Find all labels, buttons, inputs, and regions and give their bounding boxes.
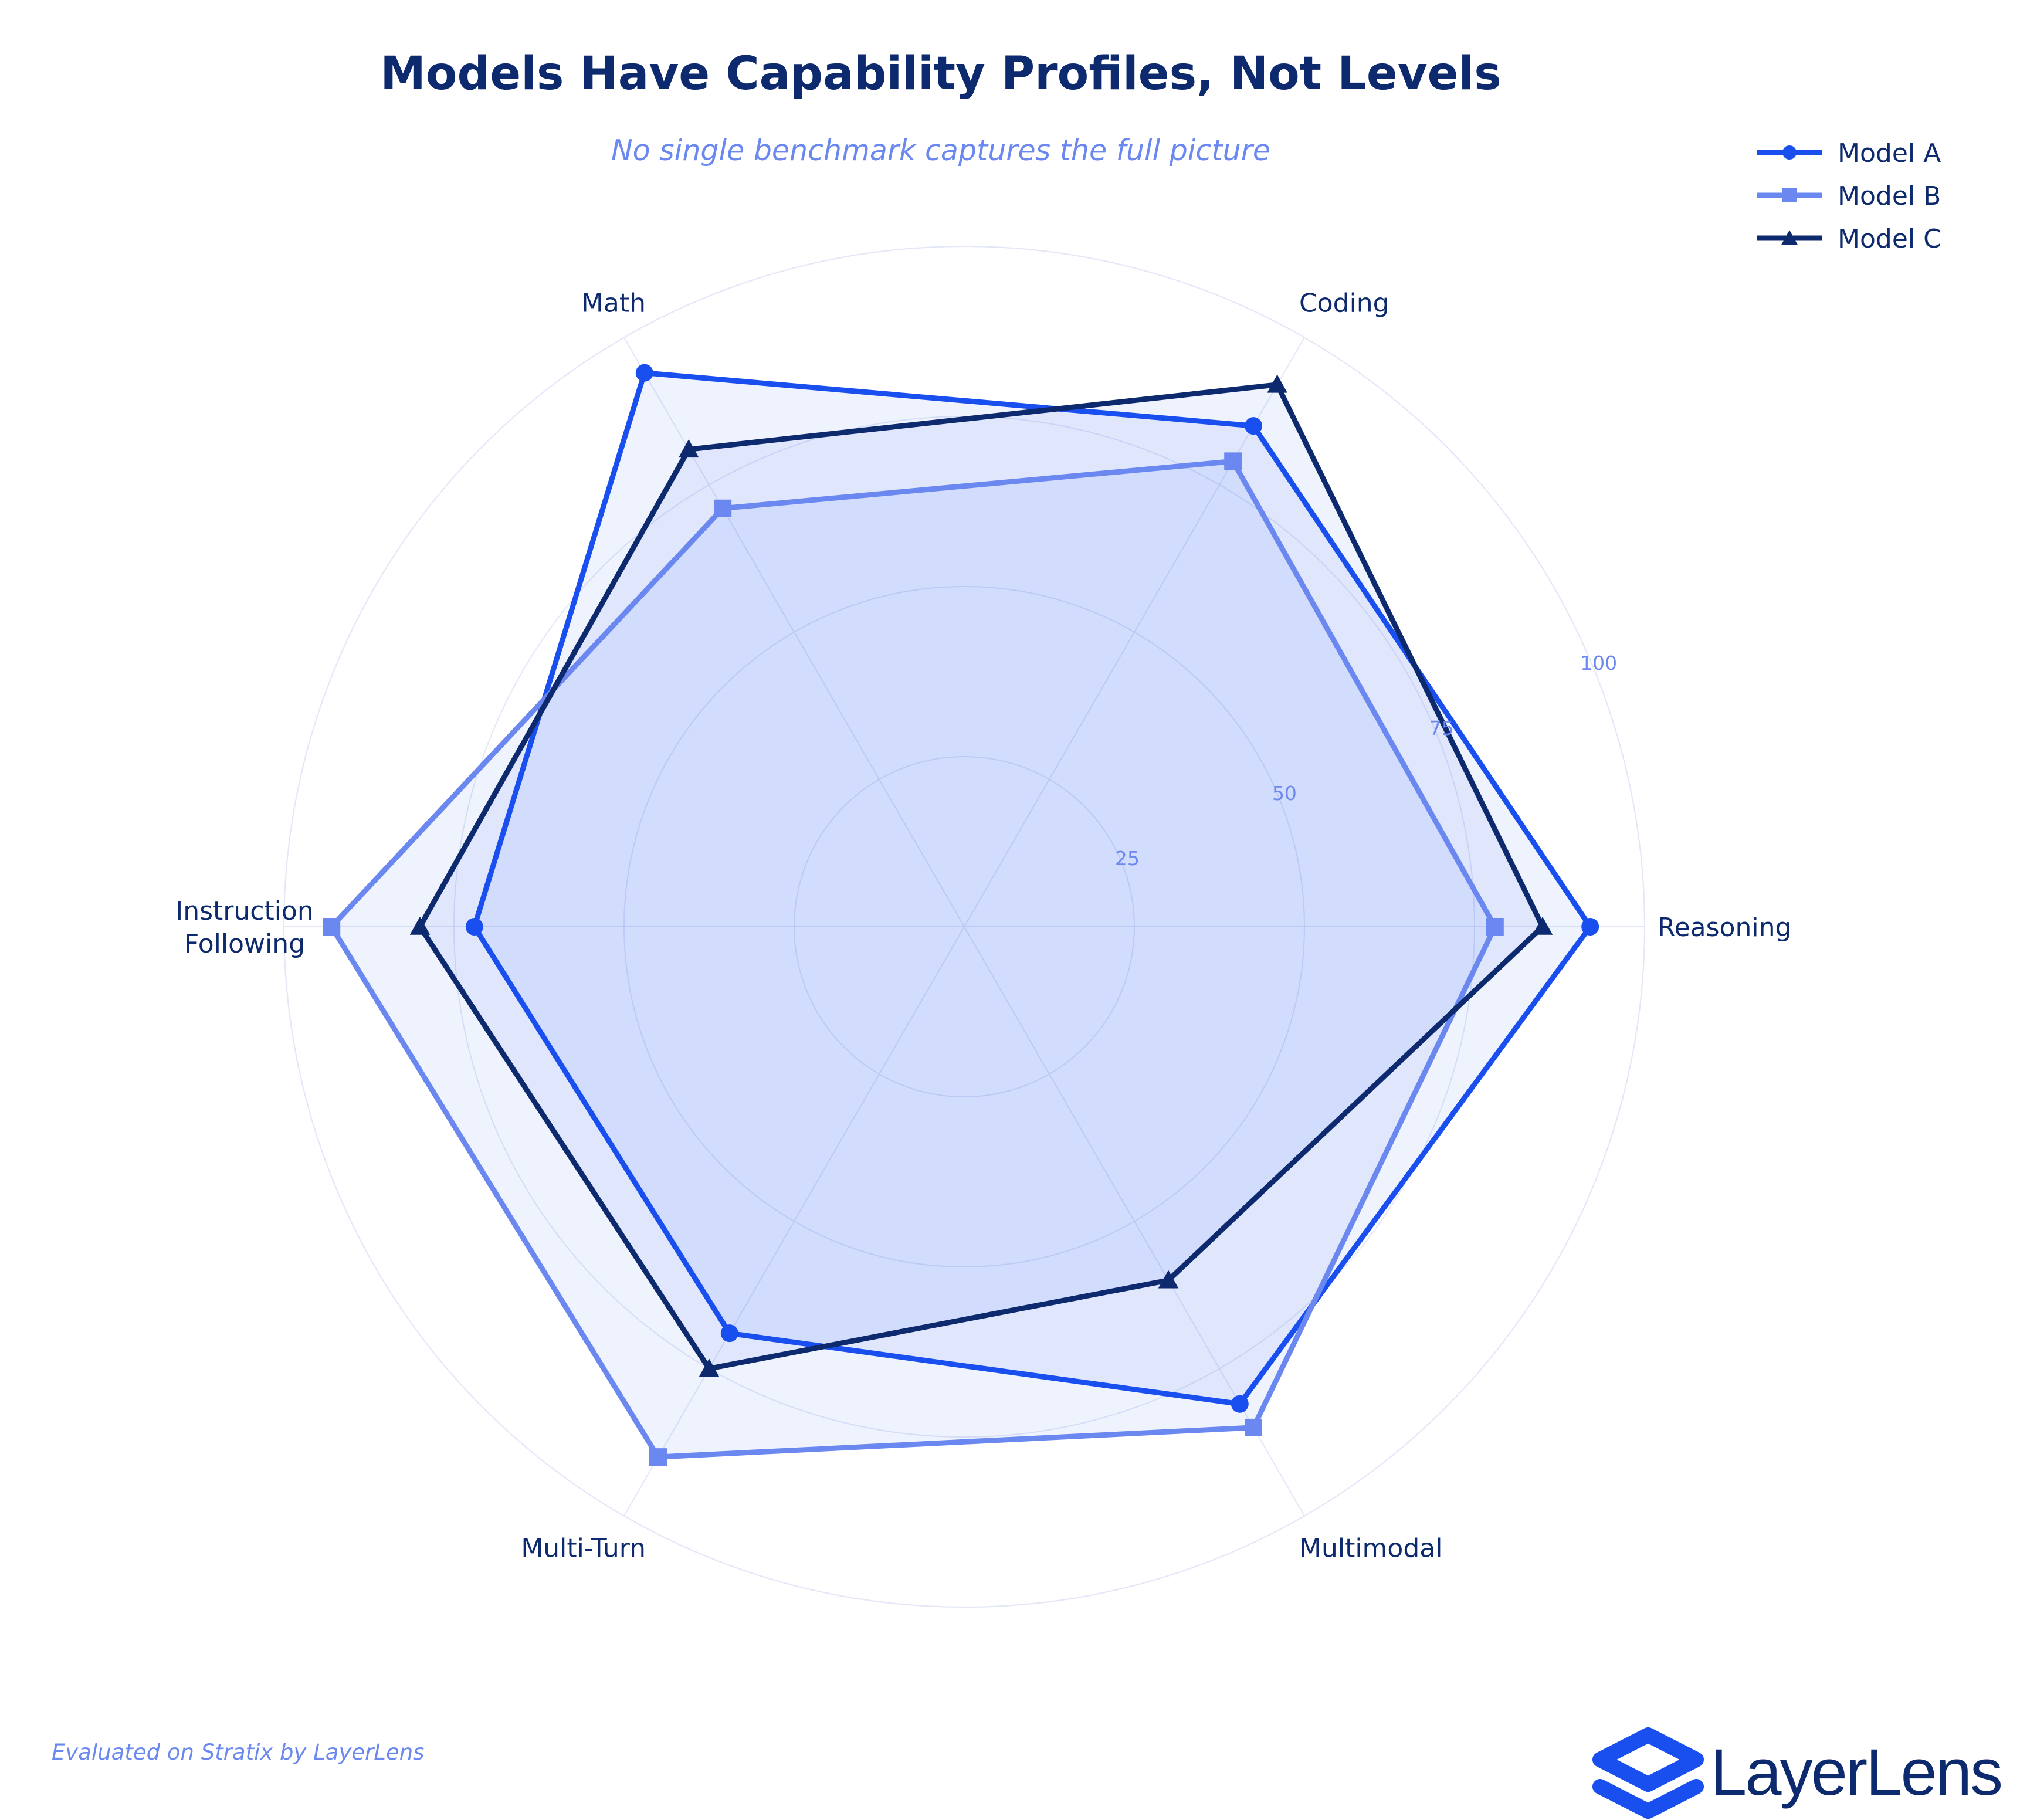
axis-label-line: Reasoning bbox=[1658, 913, 1791, 943]
spoke-coding bbox=[964, 337, 1305, 927]
spoke-multimodal bbox=[964, 926, 1305, 1517]
legend-marker-model-b bbox=[1782, 188, 1797, 202]
model-c-point-multimodal bbox=[1158, 1270, 1179, 1289]
brand-logo: LayerLens bbox=[1592, 1727, 2003, 1819]
spoke-multi-turn bbox=[623, 926, 965, 1517]
model-b-point-reasoning bbox=[1486, 918, 1504, 936]
model-c-fill bbox=[420, 384, 1543, 1369]
axis-label-coding: Coding bbox=[1299, 289, 1389, 318]
model-a-point-multimodal bbox=[1231, 1395, 1249, 1413]
brand-wordmark: LayerLens bbox=[1710, 1736, 2001, 1809]
radar-grid bbox=[283, 246, 1645, 1608]
model-b-point-instruction-following bbox=[323, 918, 341, 936]
footer-credit: Evaluated on Stratix by LayerLens bbox=[52, 1740, 424, 1765]
axis-label-line: Math bbox=[581, 289, 646, 318]
model-b-point-math bbox=[714, 499, 732, 517]
model-a-point-reasoning bbox=[1581, 918, 1599, 936]
axis-label-line: Following bbox=[184, 929, 305, 959]
model-b-point-multimodal bbox=[1245, 1418, 1262, 1436]
legend: Model A Model B Model C bbox=[1757, 138, 1941, 254]
spoke-math bbox=[623, 337, 965, 927]
axis-label-math: Math bbox=[581, 289, 646, 318]
model-c-point-math bbox=[678, 439, 699, 458]
axis-label-line: Multi-Turn bbox=[521, 1533, 646, 1563]
model-c-point-reasoning bbox=[1532, 916, 1553, 935]
model-c-point-instruction-following bbox=[409, 916, 431, 935]
axis-label-instruction-following: Instruction Following bbox=[175, 896, 314, 959]
chart-title: Models Have Capability Profiles, Not Lev… bbox=[380, 48, 1501, 100]
axis-labels: Reasoning Coding Math Instruction Following M… bbox=[175, 289, 1791, 1564]
radial-tick-labels: 25 50 75 100 bbox=[1115, 652, 1617, 870]
radial-tick-label-100: 100 bbox=[1580, 652, 1617, 675]
axis-label-line: Instruction bbox=[175, 896, 314, 926]
model-b-fill bbox=[331, 461, 1495, 1458]
model-c-point-coding bbox=[1267, 374, 1287, 393]
model-b-point-multi-turn bbox=[649, 1448, 667, 1466]
legend-marker-model-c bbox=[1781, 230, 1798, 245]
series-markers bbox=[323, 364, 1599, 1466]
chart-subtitle: No single benchmark captures the full pi… bbox=[611, 134, 1270, 167]
model-a-point-coding bbox=[1245, 417, 1262, 435]
layerlens-logo-icon bbox=[1592, 1727, 1704, 1819]
legend-marker-model-a bbox=[1782, 145, 1797, 160]
axis-label-reasoning: Reasoning bbox=[1658, 913, 1791, 943]
model-a-point-math bbox=[635, 364, 653, 382]
series-fills bbox=[331, 372, 1591, 1458]
model-b-point-coding bbox=[1224, 452, 1242, 470]
model-a-point-multi-turn bbox=[720, 1324, 738, 1343]
model-c-point-multi-turn bbox=[699, 1358, 720, 1377]
radial-tick-label-25: 25 bbox=[1115, 847, 1140, 870]
radial-tick-label-75: 75 bbox=[1429, 717, 1454, 740]
axis-label-multi-turn: Multi-Turn bbox=[521, 1533, 646, 1563]
legend-label-model-c: Model C bbox=[1838, 224, 1941, 254]
radial-tick-label-50: 50 bbox=[1272, 782, 1297, 805]
legend-label-model-a: Model A bbox=[1838, 138, 1941, 168]
axis-label-line: Multimodal bbox=[1299, 1533, 1442, 1563]
axis-label-multimodal: Multimodal bbox=[1299, 1533, 1442, 1563]
model-a-point-instruction-following bbox=[465, 918, 483, 936]
legend-label-model-b: Model B bbox=[1838, 181, 1941, 211]
axis-label-line: Coding bbox=[1299, 289, 1389, 318]
